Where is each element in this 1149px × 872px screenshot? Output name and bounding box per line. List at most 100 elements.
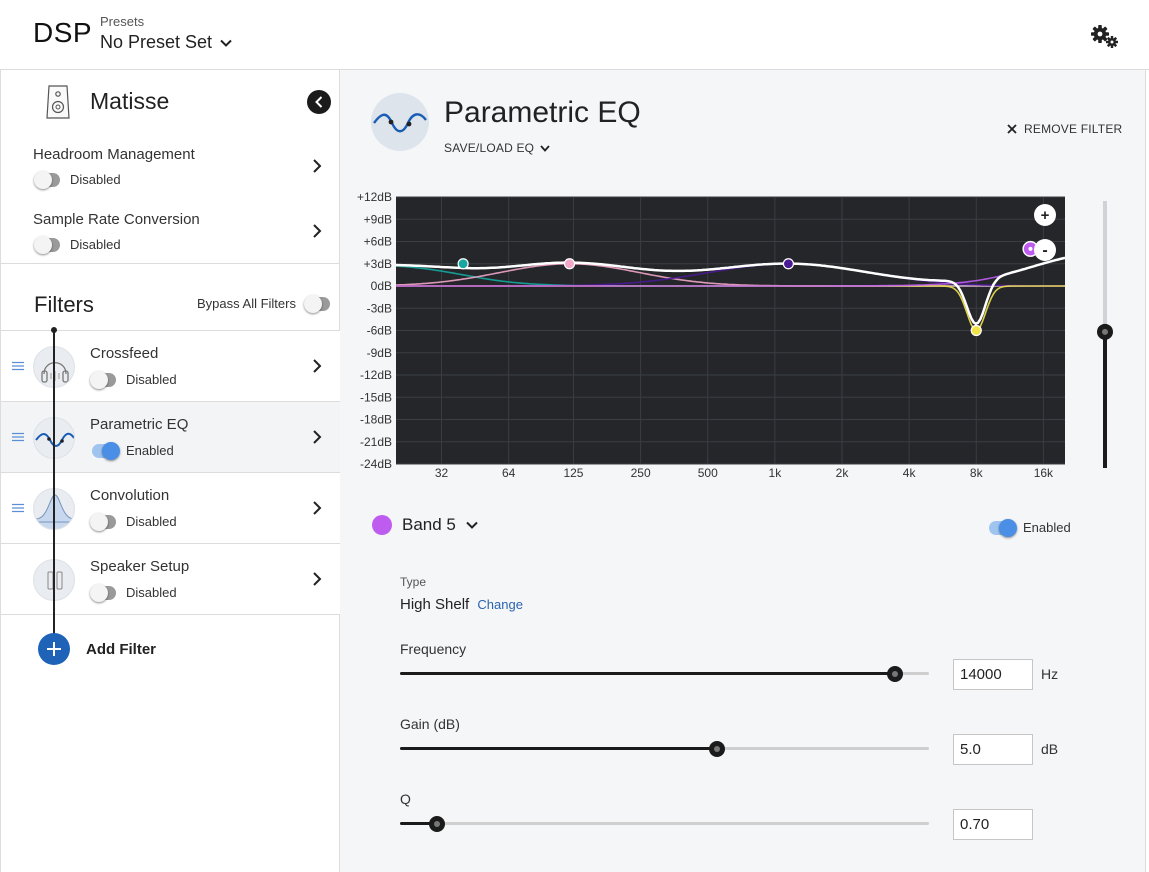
- y-tick-label: -24dB: [360, 457, 392, 471]
- q-slider-thumb[interactable]: [429, 816, 446, 832]
- filter-item-convolution[interactable]: Convolution Disabled: [1, 472, 340, 543]
- x-tick-label: 125: [563, 466, 583, 480]
- save-load-eq-dropdown[interactable]: SAVE/LOAD EQ: [444, 141, 550, 155]
- band-point[interactable]: [457, 258, 469, 270]
- filter-editor: Parametric EQ SAVE/LOAD EQ REMOVE FILTER…: [340, 70, 1146, 872]
- speaker-setup-toggle-group: Disabled: [90, 583, 177, 602]
- x-tick-label: 500: [698, 466, 718, 480]
- type-label: Type: [400, 575, 427, 589]
- device-header: Matisse: [1, 70, 340, 134]
- bypass-all-group: Bypass All Filters: [197, 294, 330, 313]
- speaker-setup-toggle[interactable]: [90, 583, 116, 602]
- y-tick-label: -9dB: [367, 346, 392, 360]
- chart-grid: [396, 196, 1065, 465]
- bypass-all-toggle[interactable]: [303, 294, 330, 313]
- filter-name: Speaker Setup: [90, 558, 190, 575]
- convolution-toggle[interactable]: [90, 512, 116, 531]
- band-point[interactable]: [563, 258, 576, 270]
- zoom-out-button[interactable]: -: [1034, 239, 1056, 261]
- gain-slider-thumb[interactable]: [709, 741, 726, 757]
- chevron-down-icon: [540, 144, 550, 152]
- add-filter-button[interactable]: Add Filter: [38, 633, 156, 665]
- frequency-slider-thumb[interactable]: [886, 666, 903, 682]
- band-selector[interactable]: Band 5: [372, 515, 478, 535]
- q-input[interactable]: [953, 809, 1033, 840]
- collapse-sidebar-button[interactable]: [307, 90, 331, 114]
- presets-label: Presets: [100, 14, 145, 29]
- gain-unit: dB: [1041, 741, 1059, 757]
- zoom-in-button[interactable]: +: [1034, 204, 1056, 226]
- vertical-slider-track-lower: [1103, 331, 1107, 468]
- filter-item-crossfeed[interactable]: Crossfeed Disabled: [1, 330, 340, 401]
- parametric-eq-toggle-group: Enabled: [92, 441, 174, 460]
- eq-chart[interactable]: +12dB +9dB +6dB +3dB 0dB -3dB -6dB -9dB -12dB -15…: [340, 190, 1146, 490]
- settings-gear-icon[interactable]: [1090, 24, 1120, 50]
- vertical-slider-track-upper: [1103, 201, 1107, 332]
- chevron-down-icon: [220, 39, 232, 47]
- app-logo: DSP: [33, 17, 93, 48]
- vertical-range-slider[interactable]: [1097, 201, 1113, 468]
- close-icon: [1007, 124, 1017, 134]
- y-tick-label: -6dB: [367, 324, 392, 338]
- src-toggle[interactable]: [34, 235, 60, 254]
- x-tick-label: 4k: [903, 466, 917, 480]
- bypass-label: Bypass All Filters: [197, 296, 296, 311]
- frequency-input[interactable]: [953, 659, 1033, 690]
- chevron-right-icon: [313, 430, 322, 444]
- headroom-toggle[interactable]: [34, 170, 60, 189]
- x-tick-label: 8k: [970, 466, 984, 480]
- headroom-toggle-group: Disabled: [34, 170, 121, 189]
- x-axis-labels: 32 64 125 250 500 1k 2k 4k 8k 16k: [435, 466, 1054, 480]
- filter-item-speaker-setup[interactable]: Speaker Setup Disabled: [1, 543, 340, 615]
- q-slider[interactable]: [400, 816, 929, 832]
- frequency-unit: Hz: [1041, 666, 1059, 682]
- chevron-down-icon: [466, 521, 478, 529]
- parametric-eq-toggle[interactable]: [92, 441, 120, 460]
- y-tick-label: -15dB: [360, 390, 392, 404]
- band-point[interactable]: [970, 324, 982, 337]
- setting-headroom-management[interactable]: Headroom Management Disabled: [1, 146, 340, 206]
- preset-dropdown[interactable]: No Preset Set: [100, 32, 232, 53]
- drag-handle-icon[interactable]: [12, 432, 24, 442]
- device-name: Matisse: [90, 88, 170, 114]
- speaker-device-icon: [46, 85, 70, 119]
- vertical-slider-thumb-dot: [1102, 328, 1108, 335]
- filter-item-parametric-eq[interactable]: Parametric EQ Enabled: [1, 401, 340, 472]
- setting-sample-rate-conversion[interactable]: Sample Rate Conversion Disabled: [1, 211, 340, 271]
- band-point[interactable]: [782, 258, 795, 270]
- gain-slider[interactable]: [400, 741, 929, 757]
- band-color-dot: [372, 515, 392, 535]
- drag-handle-icon[interactable]: [12, 503, 24, 513]
- frequency-label: Frequency: [400, 641, 467, 657]
- change-type-link[interactable]: Change: [477, 597, 523, 612]
- x-tick-label: 2k: [836, 466, 850, 480]
- crossfeed-toggle[interactable]: [90, 370, 116, 389]
- band-status: Enabled: [1023, 520, 1071, 535]
- filter-status: Disabled: [126, 372, 177, 387]
- filters-title: Filters: [34, 292, 94, 317]
- preset-value: No Preset Set: [100, 32, 213, 52]
- setting-status: Disabled: [70, 172, 121, 187]
- filter-chain-line: [53, 330, 55, 648]
- drag-handle-icon[interactable]: [12, 361, 24, 371]
- x-tick-label: 1k: [769, 466, 783, 480]
- y-tick-label: -18dB: [360, 413, 392, 427]
- gain-input[interactable]: [953, 734, 1033, 765]
- filter-status: Disabled: [126, 514, 177, 529]
- eq-curve-icon: [371, 93, 429, 151]
- chevron-right-icon: [313, 572, 322, 586]
- save-load-label: SAVE/LOAD EQ: [444, 141, 535, 155]
- band-enabled-toggle[interactable]: [989, 518, 1017, 537]
- plus-icon: [38, 633, 70, 665]
- y-tick-label: -3dB: [367, 301, 392, 315]
- frequency-slider[interactable]: [400, 666, 929, 682]
- zoom-in-label: +: [1041, 207, 1050, 224]
- remove-filter-button[interactable]: REMOVE FILTER: [1007, 122, 1122, 136]
- filter-name: Crossfeed: [90, 345, 159, 362]
- q-label: Q: [400, 791, 411, 807]
- crossfeed-toggle-group: Disabled: [90, 370, 177, 389]
- y-tick-label: -12dB: [360, 368, 392, 382]
- y-tick-label: +9dB: [364, 212, 392, 226]
- filter-status: Disabled: [126, 585, 177, 600]
- y-tick-label: -21dB: [360, 435, 392, 449]
